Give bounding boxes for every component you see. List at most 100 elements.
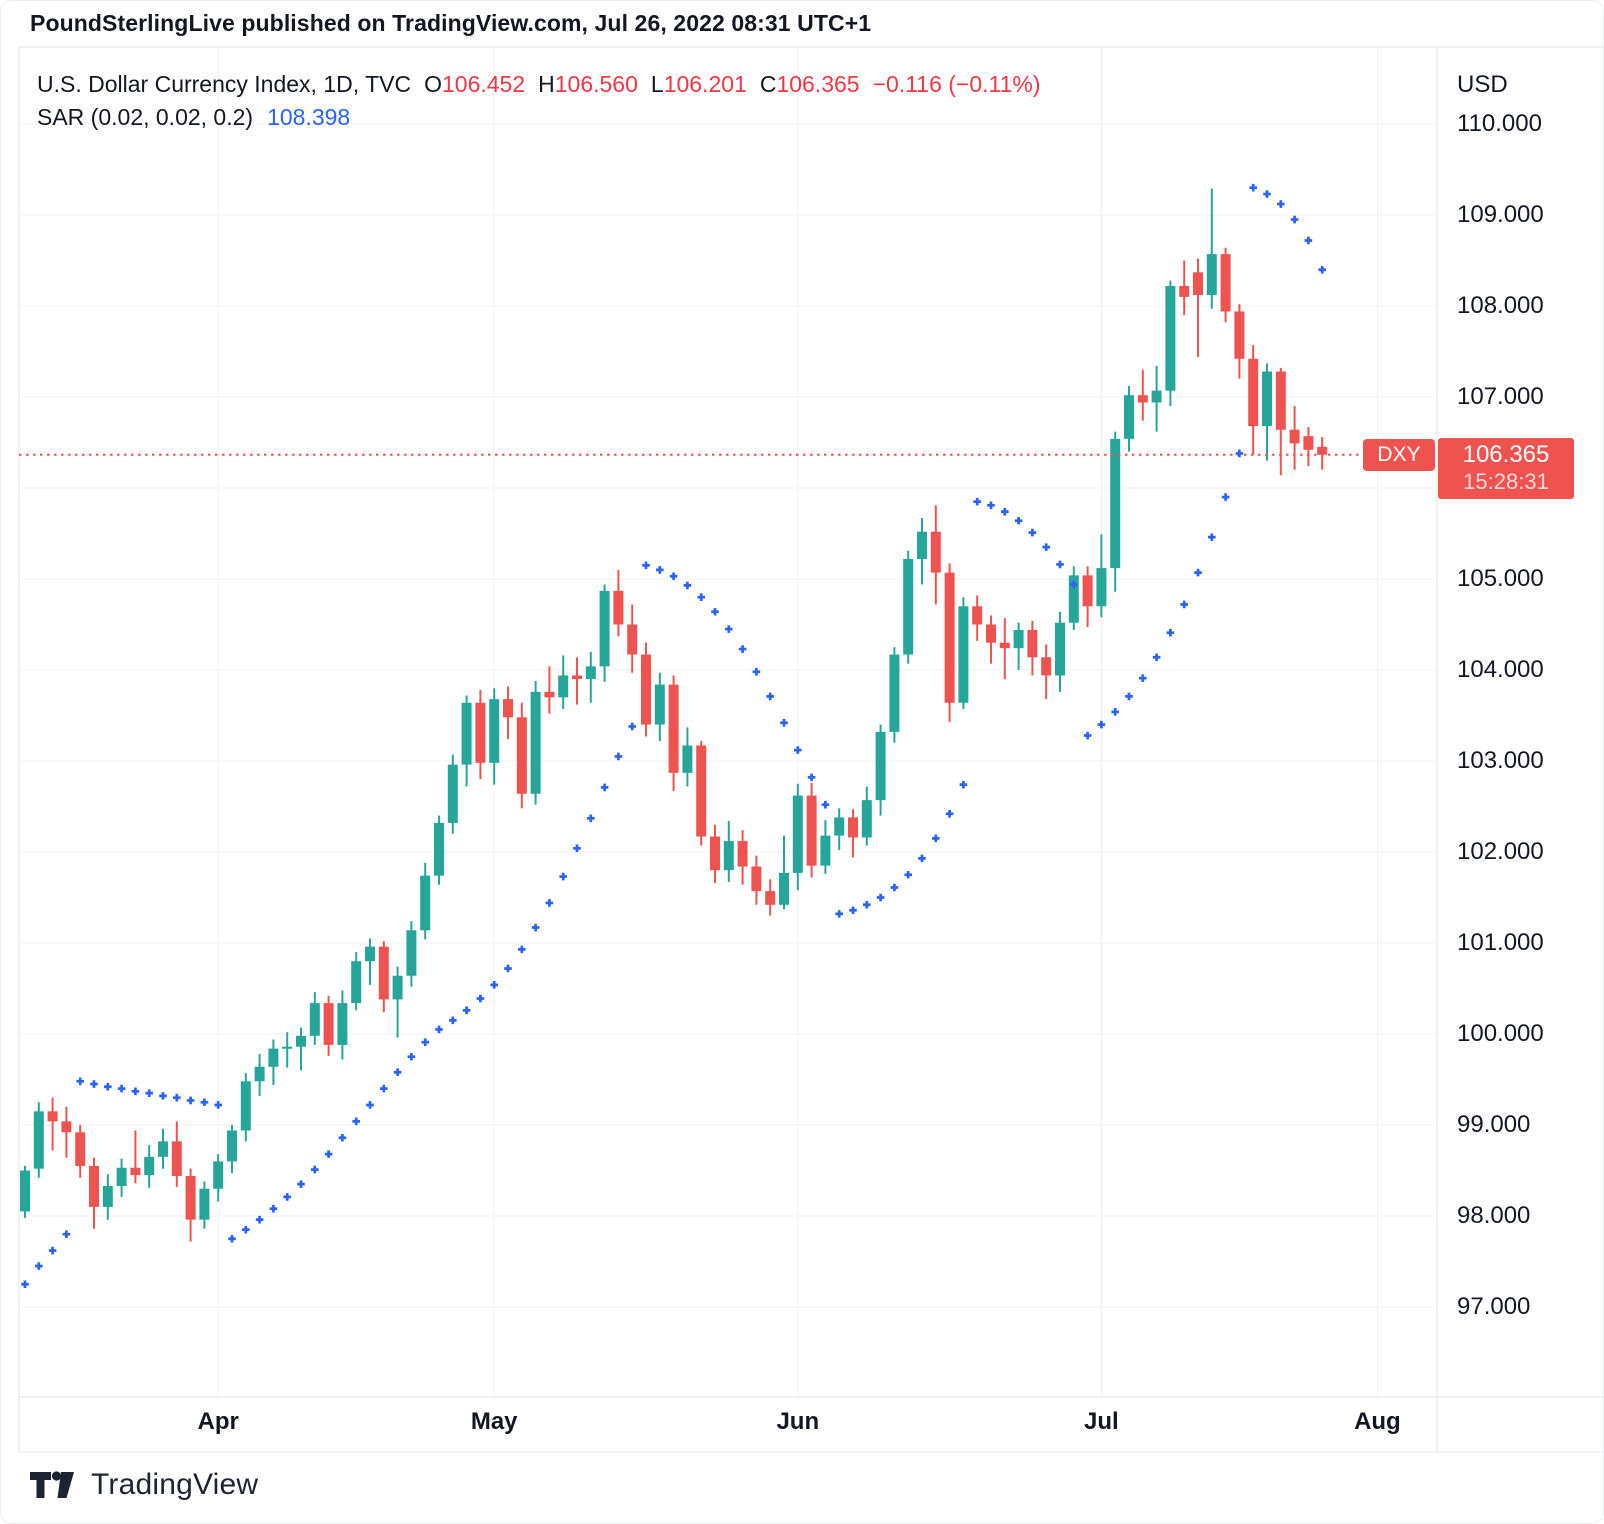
candle-body (641, 654, 651, 725)
sar-dot (1277, 200, 1285, 208)
candle-body (972, 606, 983, 625)
candle-body (1151, 390, 1162, 403)
price-tick-label: 98.000 (1457, 1202, 1531, 1229)
candle-body (889, 654, 900, 732)
sar-dot (104, 1082, 112, 1091)
candle-body (820, 835, 831, 866)
candle-body (365, 946, 375, 962)
sar-dot (669, 572, 678, 581)
sar-dot (545, 899, 554, 907)
chart-legend: U.S. Dollar Currency Index, 1D, TVC O 10… (37, 68, 1041, 134)
sar-dot (311, 1165, 319, 1174)
sar-dot (849, 906, 857, 915)
sar-dot (255, 1215, 264, 1224)
candle-body (461, 702, 472, 765)
sar-dot (1083, 731, 1092, 740)
candle-body (1068, 575, 1079, 623)
sar-legend-row[interactable]: SAR (0.02, 0.02, 0.2) 108.398 (37, 101, 1041, 134)
sar-dot (738, 645, 747, 653)
candle-body (199, 1188, 210, 1220)
candle-body (999, 642, 1010, 649)
sar-dot (890, 883, 899, 892)
candle-body (710, 836, 720, 871)
sar-dot (1194, 568, 1202, 577)
candle-body (61, 1121, 72, 1133)
price-tick-label: 97.000 (1457, 1293, 1531, 1320)
price-tick-label: 104.000 (1457, 656, 1544, 683)
candle-body (447, 764, 458, 823)
candle-body (1096, 568, 1107, 607)
sar-dot (835, 910, 843, 918)
candle-body (1317, 446, 1328, 455)
candle-body (848, 817, 858, 838)
candle-body (406, 930, 417, 976)
sar-dot (48, 1246, 57, 1255)
sar-dot (587, 814, 595, 823)
candle-body (1248, 358, 1259, 427)
sar-dot (987, 501, 995, 510)
month-label: May (470, 1408, 518, 1435)
candle-body (1289, 429, 1300, 444)
candle-body (158, 1141, 168, 1157)
sar-dot (683, 581, 692, 590)
sar-dot (697, 593, 705, 601)
sar-dot (21, 1280, 29, 1289)
price-tick-label: 102.000 (1457, 838, 1544, 865)
sar-dot (145, 1089, 153, 1097)
sar-dot (393, 1068, 402, 1077)
candle-body (1055, 622, 1065, 676)
symbol-legend-row[interactable]: U.S. Dollar Currency Index, 1D, TVC O 10… (37, 68, 1041, 101)
sar-dot (1180, 600, 1188, 609)
sar-dot (131, 1087, 140, 1096)
sar-dot (242, 1225, 250, 1234)
sar-title: SAR (0.02, 0.02, 0.2) (37, 104, 254, 130)
candle-body (268, 1048, 279, 1067)
sar-dot (807, 773, 816, 782)
candle-body (572, 675, 582, 680)
sar-dot (1097, 720, 1106, 729)
candle-body (1165, 285, 1176, 391)
sar-dot (1111, 708, 1119, 716)
sar-dot (1001, 507, 1009, 516)
candle-body (1027, 629, 1038, 658)
sar-dot (324, 1150, 333, 1158)
candle-body (1137, 395, 1148, 403)
change-value: −0.116 (−0.11%) (872, 71, 1041, 97)
candle-body (1110, 438, 1121, 569)
sar-dot (35, 1262, 43, 1270)
sar-dot (504, 964, 512, 973)
candle-body (1303, 436, 1314, 450)
candle-body (227, 1130, 237, 1162)
tradingview-attribution[interactable]: TradingView (30, 1468, 258, 1502)
price-tick-label: 107.000 (1457, 383, 1544, 410)
candle-body (1206, 254, 1217, 296)
close-value: 106.365 (776, 71, 860, 97)
sar-dot (531, 923, 540, 932)
candle-body (1234, 311, 1245, 359)
sar-dot (794, 746, 802, 754)
sar-dot (435, 1025, 443, 1034)
symbol-title: U.S. Dollar Currency Index, 1D, TVC (37, 71, 412, 97)
candle-body (668, 684, 679, 773)
sar-dot (1152, 653, 1161, 662)
candle-body (1220, 254, 1231, 312)
candle-body (986, 624, 996, 643)
candle-body (102, 1185, 113, 1207)
candle-body (682, 745, 693, 773)
candle-body (1262, 371, 1272, 427)
candle-body (337, 1003, 348, 1045)
low-label: L (650, 71, 664, 97)
month-label: Aug (1354, 1408, 1401, 1435)
candle-body (309, 1003, 320, 1036)
candle-body (779, 872, 789, 905)
publish-title: PoundSterlingLive published on TradingVi… (30, 10, 872, 36)
candle-body (1179, 285, 1190, 297)
sar-dot (821, 800, 830, 809)
month-label: Jun (776, 1408, 820, 1435)
candle-body (958, 606, 969, 703)
sar-dot (1249, 183, 1257, 192)
candle-body (930, 531, 941, 573)
candle-body (20, 1170, 30, 1212)
symbol-price-flag: DXY (1363, 438, 1435, 471)
